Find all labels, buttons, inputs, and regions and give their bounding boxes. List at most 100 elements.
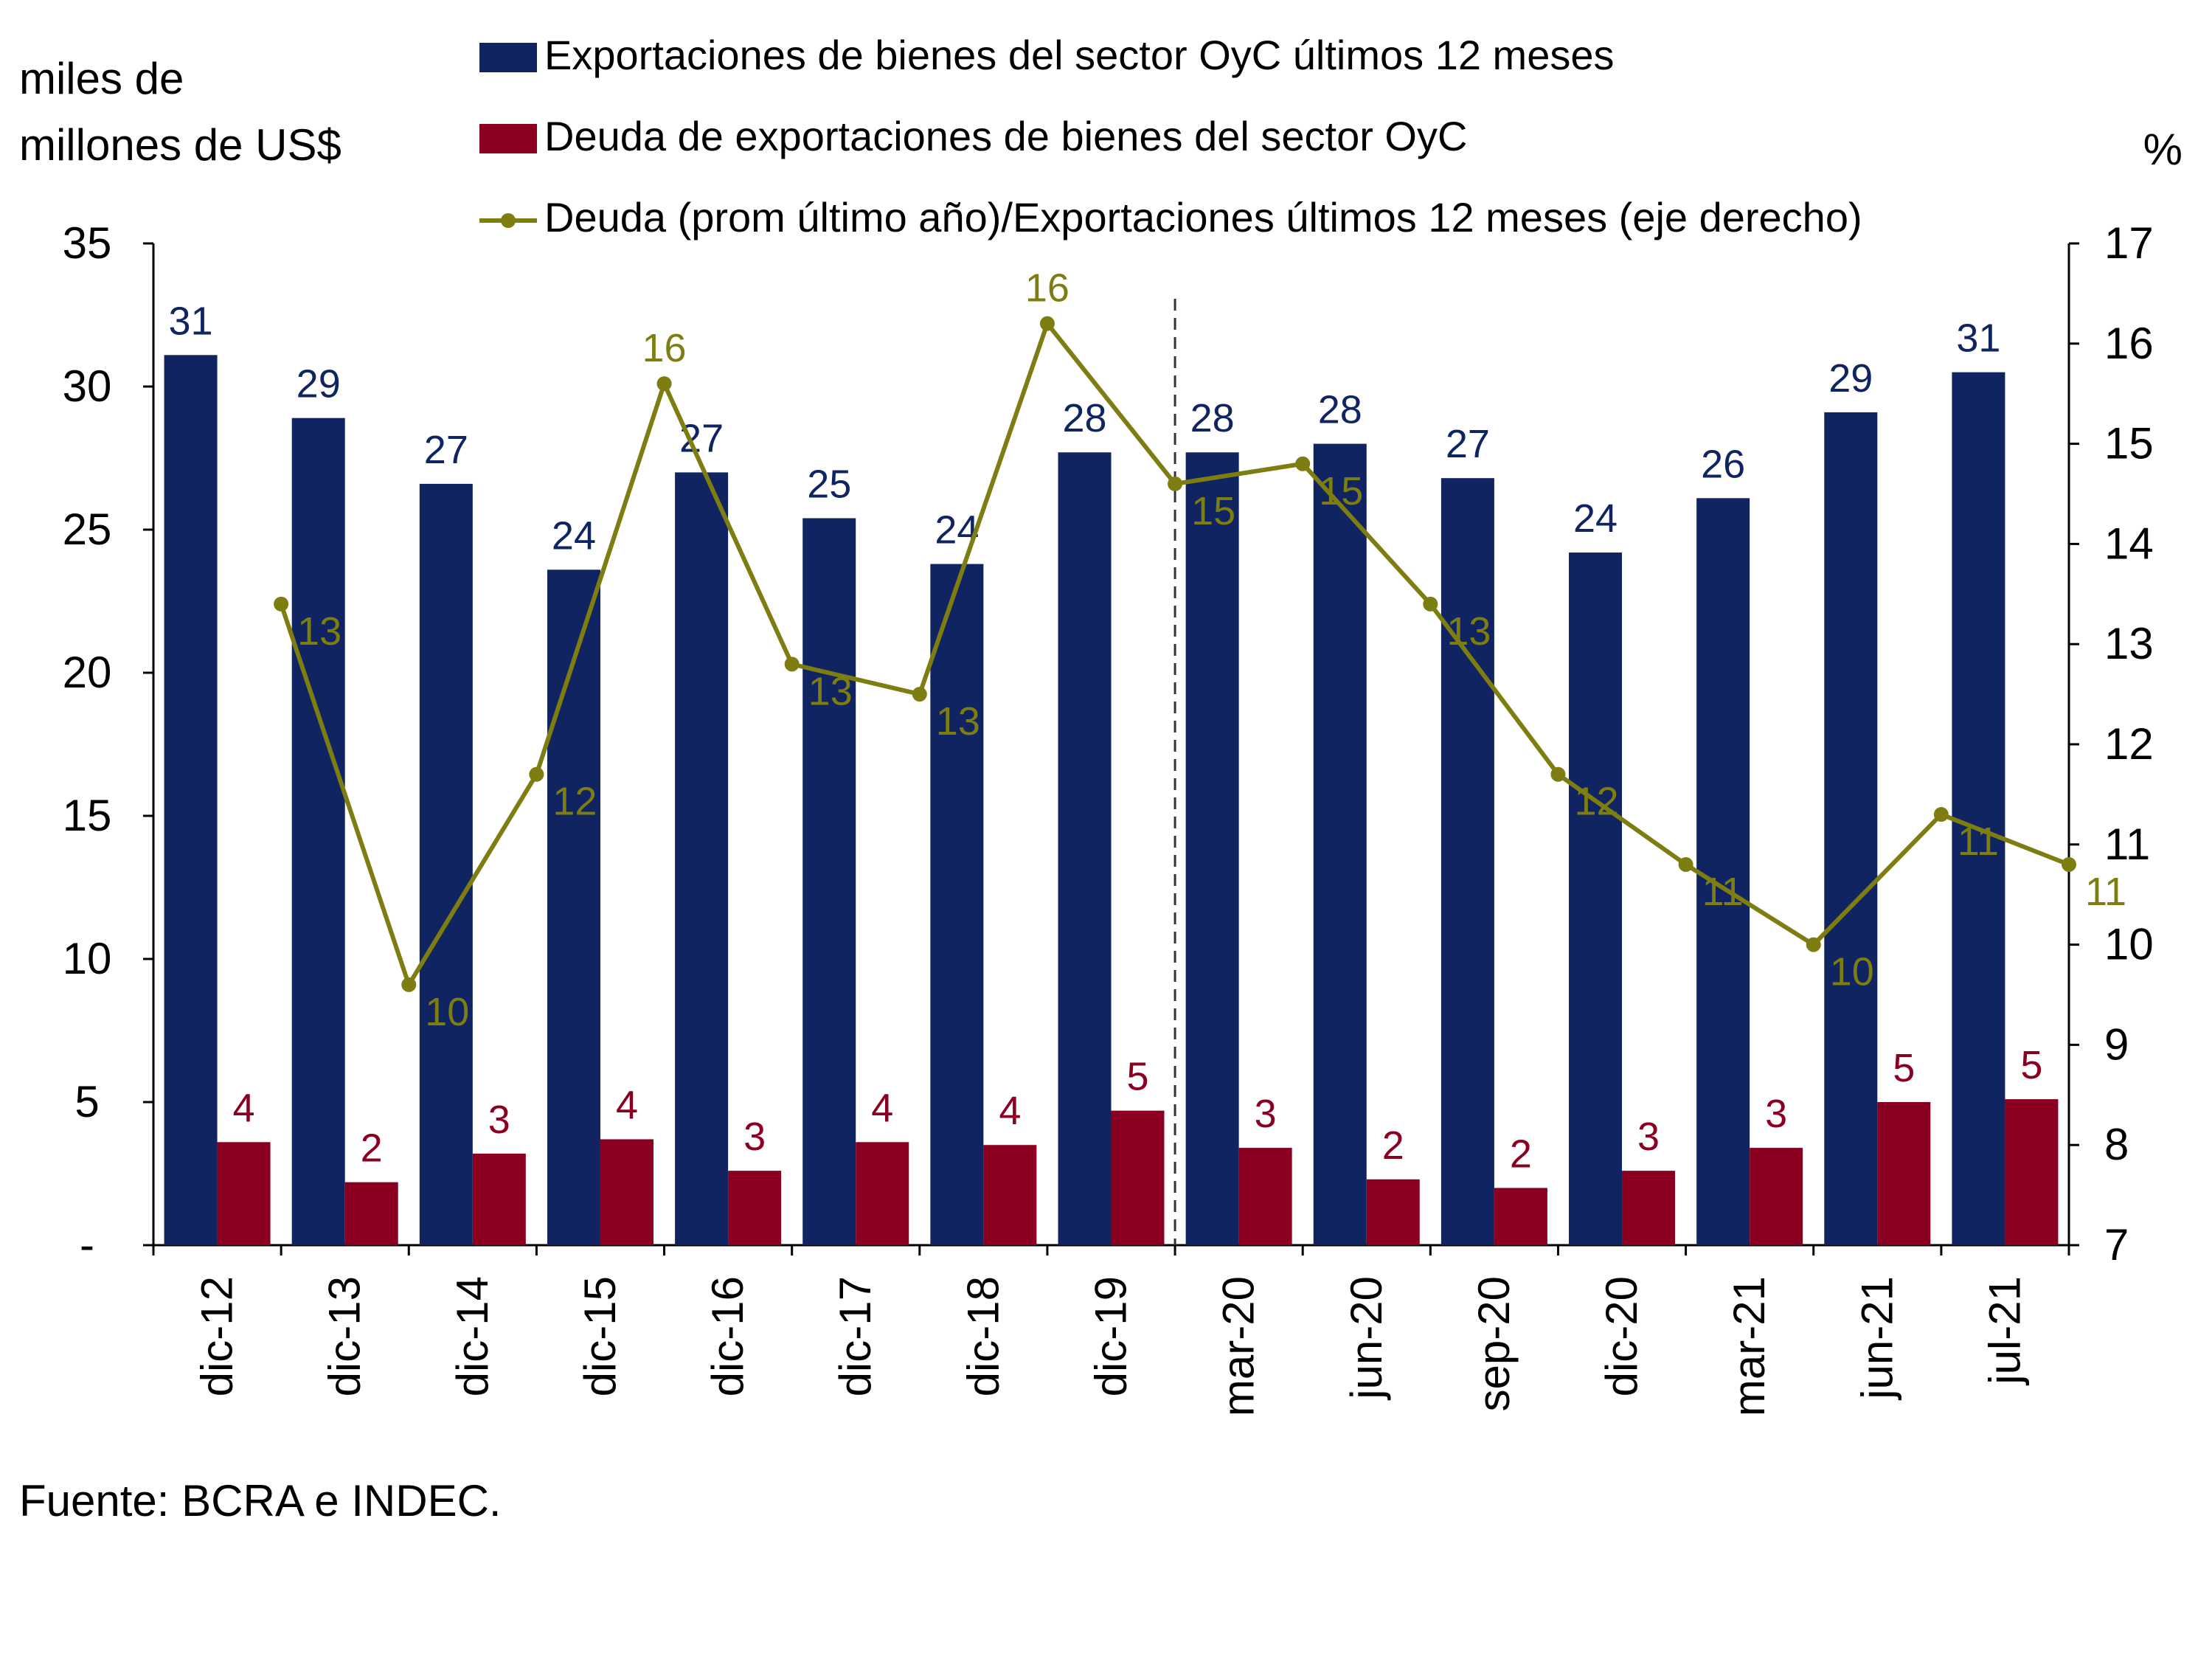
point-label-ratio: 16 xyxy=(642,326,686,370)
point-label-ratio: 12 xyxy=(552,780,597,824)
y-tick-label: - xyxy=(80,1220,94,1270)
y2-axis-title: % xyxy=(2143,125,2182,174)
bar-label-exports: 26 xyxy=(1701,442,1745,486)
y2-tick-label: 17 xyxy=(2104,218,2154,268)
bar-debt xyxy=(983,1145,1037,1245)
bar-exports xyxy=(1569,553,1623,1245)
point-ratio xyxy=(1295,456,1311,471)
x-tick-label: mar-21 xyxy=(1724,1276,1774,1416)
bar-debt xyxy=(1750,1148,1803,1245)
bar-label-exports: 31 xyxy=(169,299,213,343)
bar-label-exports: 27 xyxy=(424,428,468,472)
bar-debt xyxy=(1111,1110,1165,1245)
bar-label-debt: 3 xyxy=(1255,1092,1277,1136)
x-tick-label: mar-20 xyxy=(1214,1276,1263,1416)
bar-exports xyxy=(547,569,600,1245)
point-label-ratio: 11 xyxy=(1958,820,1999,864)
bar-label-exports: 27 xyxy=(679,416,724,460)
y-tick-label: 15 xyxy=(63,791,112,840)
point-label-ratio: 15 xyxy=(1319,469,1363,513)
y2-tick-label: 11 xyxy=(2104,820,2150,869)
bar-label-exports: 31 xyxy=(1956,316,2000,361)
point-ratio xyxy=(1806,937,1821,952)
x-tick-label: dic-16 xyxy=(703,1276,752,1396)
bar-debt xyxy=(2005,1099,2059,1245)
legend-label-ratio: Deuda (prom último año)/Exportaciones úl… xyxy=(544,194,1862,240)
bar-label-debt: 3 xyxy=(743,1115,766,1159)
y-tick-label: 10 xyxy=(63,934,112,983)
y2-tick-label: 10 xyxy=(2104,920,2154,969)
bar-label-exports: 28 xyxy=(1318,388,1362,432)
bar-exports xyxy=(419,483,473,1246)
bar-debt xyxy=(856,1142,909,1245)
bar-label-debt: 5 xyxy=(1126,1055,1148,1099)
legend-swatch-exports xyxy=(479,43,537,72)
source-note: Fuente: BCRA e INDEC. xyxy=(19,1476,502,1525)
x-tick-label: dic-19 xyxy=(1086,1276,1136,1396)
x-tick-label: dic-13 xyxy=(320,1276,370,1396)
point-label-ratio: 13 xyxy=(1446,609,1491,654)
legend-swatch-debt xyxy=(479,124,537,153)
point-label-ratio: 13 xyxy=(936,699,980,744)
point-ratio xyxy=(274,596,289,612)
x-tick-label: jun-20 xyxy=(1342,1276,1391,1401)
point-label-ratio: 10 xyxy=(1830,950,1874,994)
x-tick-label: dic-15 xyxy=(575,1276,625,1396)
bar-debt xyxy=(1877,1102,1931,1245)
point-ratio xyxy=(2062,856,2076,872)
bar-debt xyxy=(1366,1179,1420,1245)
x-tick-label: dic-14 xyxy=(448,1276,497,1396)
point-ratio xyxy=(1678,856,1693,872)
bar-label-exports: 29 xyxy=(297,362,341,406)
point-label-ratio: 11 xyxy=(1702,870,1744,914)
y2-tick-label: 15 xyxy=(2104,419,2154,468)
bar-label-exports: 28 xyxy=(1190,396,1235,440)
point-ratio xyxy=(912,687,927,702)
bar-exports xyxy=(1058,452,1112,1245)
y2-tick-label: 13 xyxy=(2104,619,2154,668)
y2-tick-label: 16 xyxy=(2104,319,2154,368)
bar-exports xyxy=(1313,443,1367,1245)
bar-label-debt: 5 xyxy=(1893,1046,1915,1090)
point-ratio xyxy=(529,766,544,782)
y-tick-label: 5 xyxy=(74,1077,99,1126)
bar-exports xyxy=(1824,412,1878,1246)
bar-exports xyxy=(1185,452,1239,1245)
point-ratio xyxy=(401,977,417,992)
bar-label-debt: 2 xyxy=(361,1126,383,1171)
point-label-ratio: 13 xyxy=(297,609,341,654)
point-label-ratio: 11 xyxy=(2085,870,2126,914)
bar-label-exports: 24 xyxy=(1573,496,1618,541)
x-tick-label: dic-17 xyxy=(831,1276,880,1396)
point-label-ratio: 12 xyxy=(1574,780,1618,824)
y2-tick-label: 8 xyxy=(2104,1120,2129,1169)
bar-label-debt: 4 xyxy=(999,1089,1021,1133)
y-tick-label: 30 xyxy=(63,361,112,411)
bar-debt xyxy=(600,1139,653,1245)
bar-label-debt: 3 xyxy=(1765,1092,1787,1136)
bar-debt xyxy=(344,1182,398,1245)
x-tick-label: jun-21 xyxy=(1852,1276,1901,1401)
point-ratio xyxy=(1039,316,1055,331)
bar-debt xyxy=(1238,1148,1292,1245)
bar-exports xyxy=(1952,372,2005,1246)
bar-debt xyxy=(472,1153,526,1245)
bar-debt xyxy=(1622,1171,1676,1245)
point-ratio xyxy=(1933,807,1949,822)
y-tick-label: 20 xyxy=(63,648,112,697)
bar-label-debt: 2 xyxy=(1382,1123,1404,1168)
bar-label-exports: 27 xyxy=(1446,422,1490,466)
bar-exports xyxy=(930,564,984,1245)
point-ratio xyxy=(1168,476,1183,491)
bar-label-exports: 24 xyxy=(552,513,596,558)
y-axis-title-line-1: miles de xyxy=(19,54,184,103)
y-tick-label: 35 xyxy=(63,218,112,268)
point-label-ratio: 15 xyxy=(1191,489,1235,533)
bar-exports xyxy=(675,472,729,1245)
point-ratio xyxy=(1423,596,1438,612)
bar-exports xyxy=(1440,478,1494,1246)
bar-label-debt: 2 xyxy=(1510,1132,1532,1176)
bar-label-exports: 25 xyxy=(807,462,851,506)
bar-label-exports: 29 xyxy=(1828,356,1873,401)
